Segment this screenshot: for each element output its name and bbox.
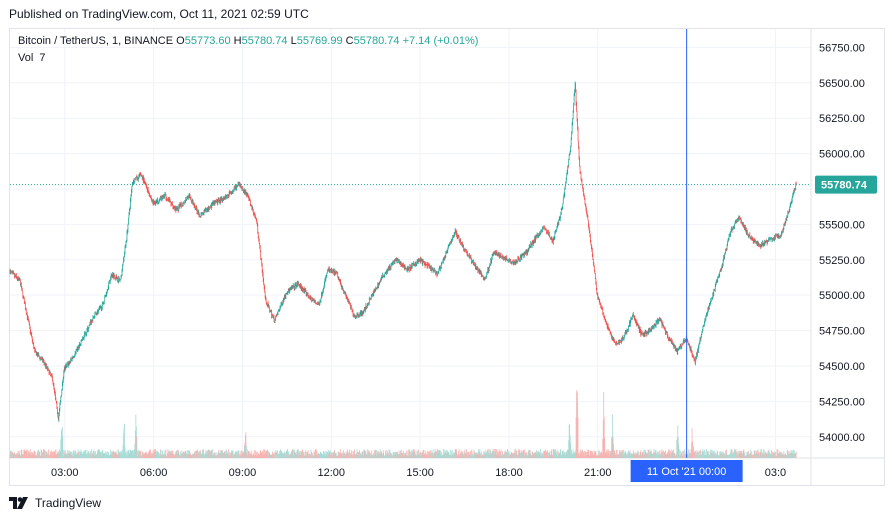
y-tick-label: 54500.00 [819,361,865,373]
candles [9,81,797,422]
last-price-label: 55780.74 [821,180,868,192]
published-notice: Published on TradingView.com, Oct 11, 20… [9,7,309,21]
legend-close: 55780.74 [353,35,400,47]
legend-change: +7.14 (+0.01%) [402,35,479,47]
x-tick-label: 03:00 [51,467,79,479]
y-tick-label: 56750.00 [819,42,865,54]
x-tick-label: 03:0 [765,467,786,479]
x-tick-label: 21:00 [584,467,612,479]
legend-volume: Vol 7 [18,52,46,64]
tradingview-logo-icon [9,497,28,509]
x-tick-label: 15:00 [406,467,434,479]
tradingview-brand[interactable]: TradingView [9,496,101,510]
crosshair-time-label: 11 Oct '21 00:00 [647,466,727,478]
legend-volume-value: 7 [39,52,46,64]
y-tick-label: 54000.00 [819,432,865,444]
x-tick-label: 12:00 [318,467,346,479]
chart-legend: Bitcoin / TetherUS, 1, BINANCE O55773.60… [18,35,478,47]
legend-high-label: H [233,35,242,47]
y-tick-label: 55000.00 [819,290,865,302]
y-tick-label: 56500.00 [819,78,865,90]
legend-low: 55769.99 [296,35,343,47]
grid [10,29,811,458]
brand-name: TradingView [35,496,102,510]
x-tick-label: 06:00 [140,467,168,479]
legend-low-label: L [290,35,297,47]
legend-open: 55773.60 [184,35,231,47]
volume-bars [9,390,797,458]
y-tick-label: 54250.00 [819,396,865,408]
x-tick-label: 09:00 [229,467,257,479]
x-tick-label: 18:00 [495,467,523,479]
y-tick-label: 55500.00 [819,219,865,231]
y-tick-label: 55250.00 [819,255,865,267]
legend-symbol: Bitcoin / TetherUS, 1, BINANCE [18,35,174,47]
legend-open-label: O [176,35,185,47]
y-tick-label: 56250.00 [819,113,865,125]
legend-close-label: C [345,35,354,47]
last-price-badge [815,175,877,194]
y-tick-label: 54750.00 [819,326,865,338]
y-tick-label: 56000.00 [819,149,865,161]
legend-high: 55780.74 [241,35,288,47]
legend-volume-label: Vol [18,52,34,64]
chart-frame[interactable] [9,28,885,486]
crosshair-time-badge [630,460,743,482]
